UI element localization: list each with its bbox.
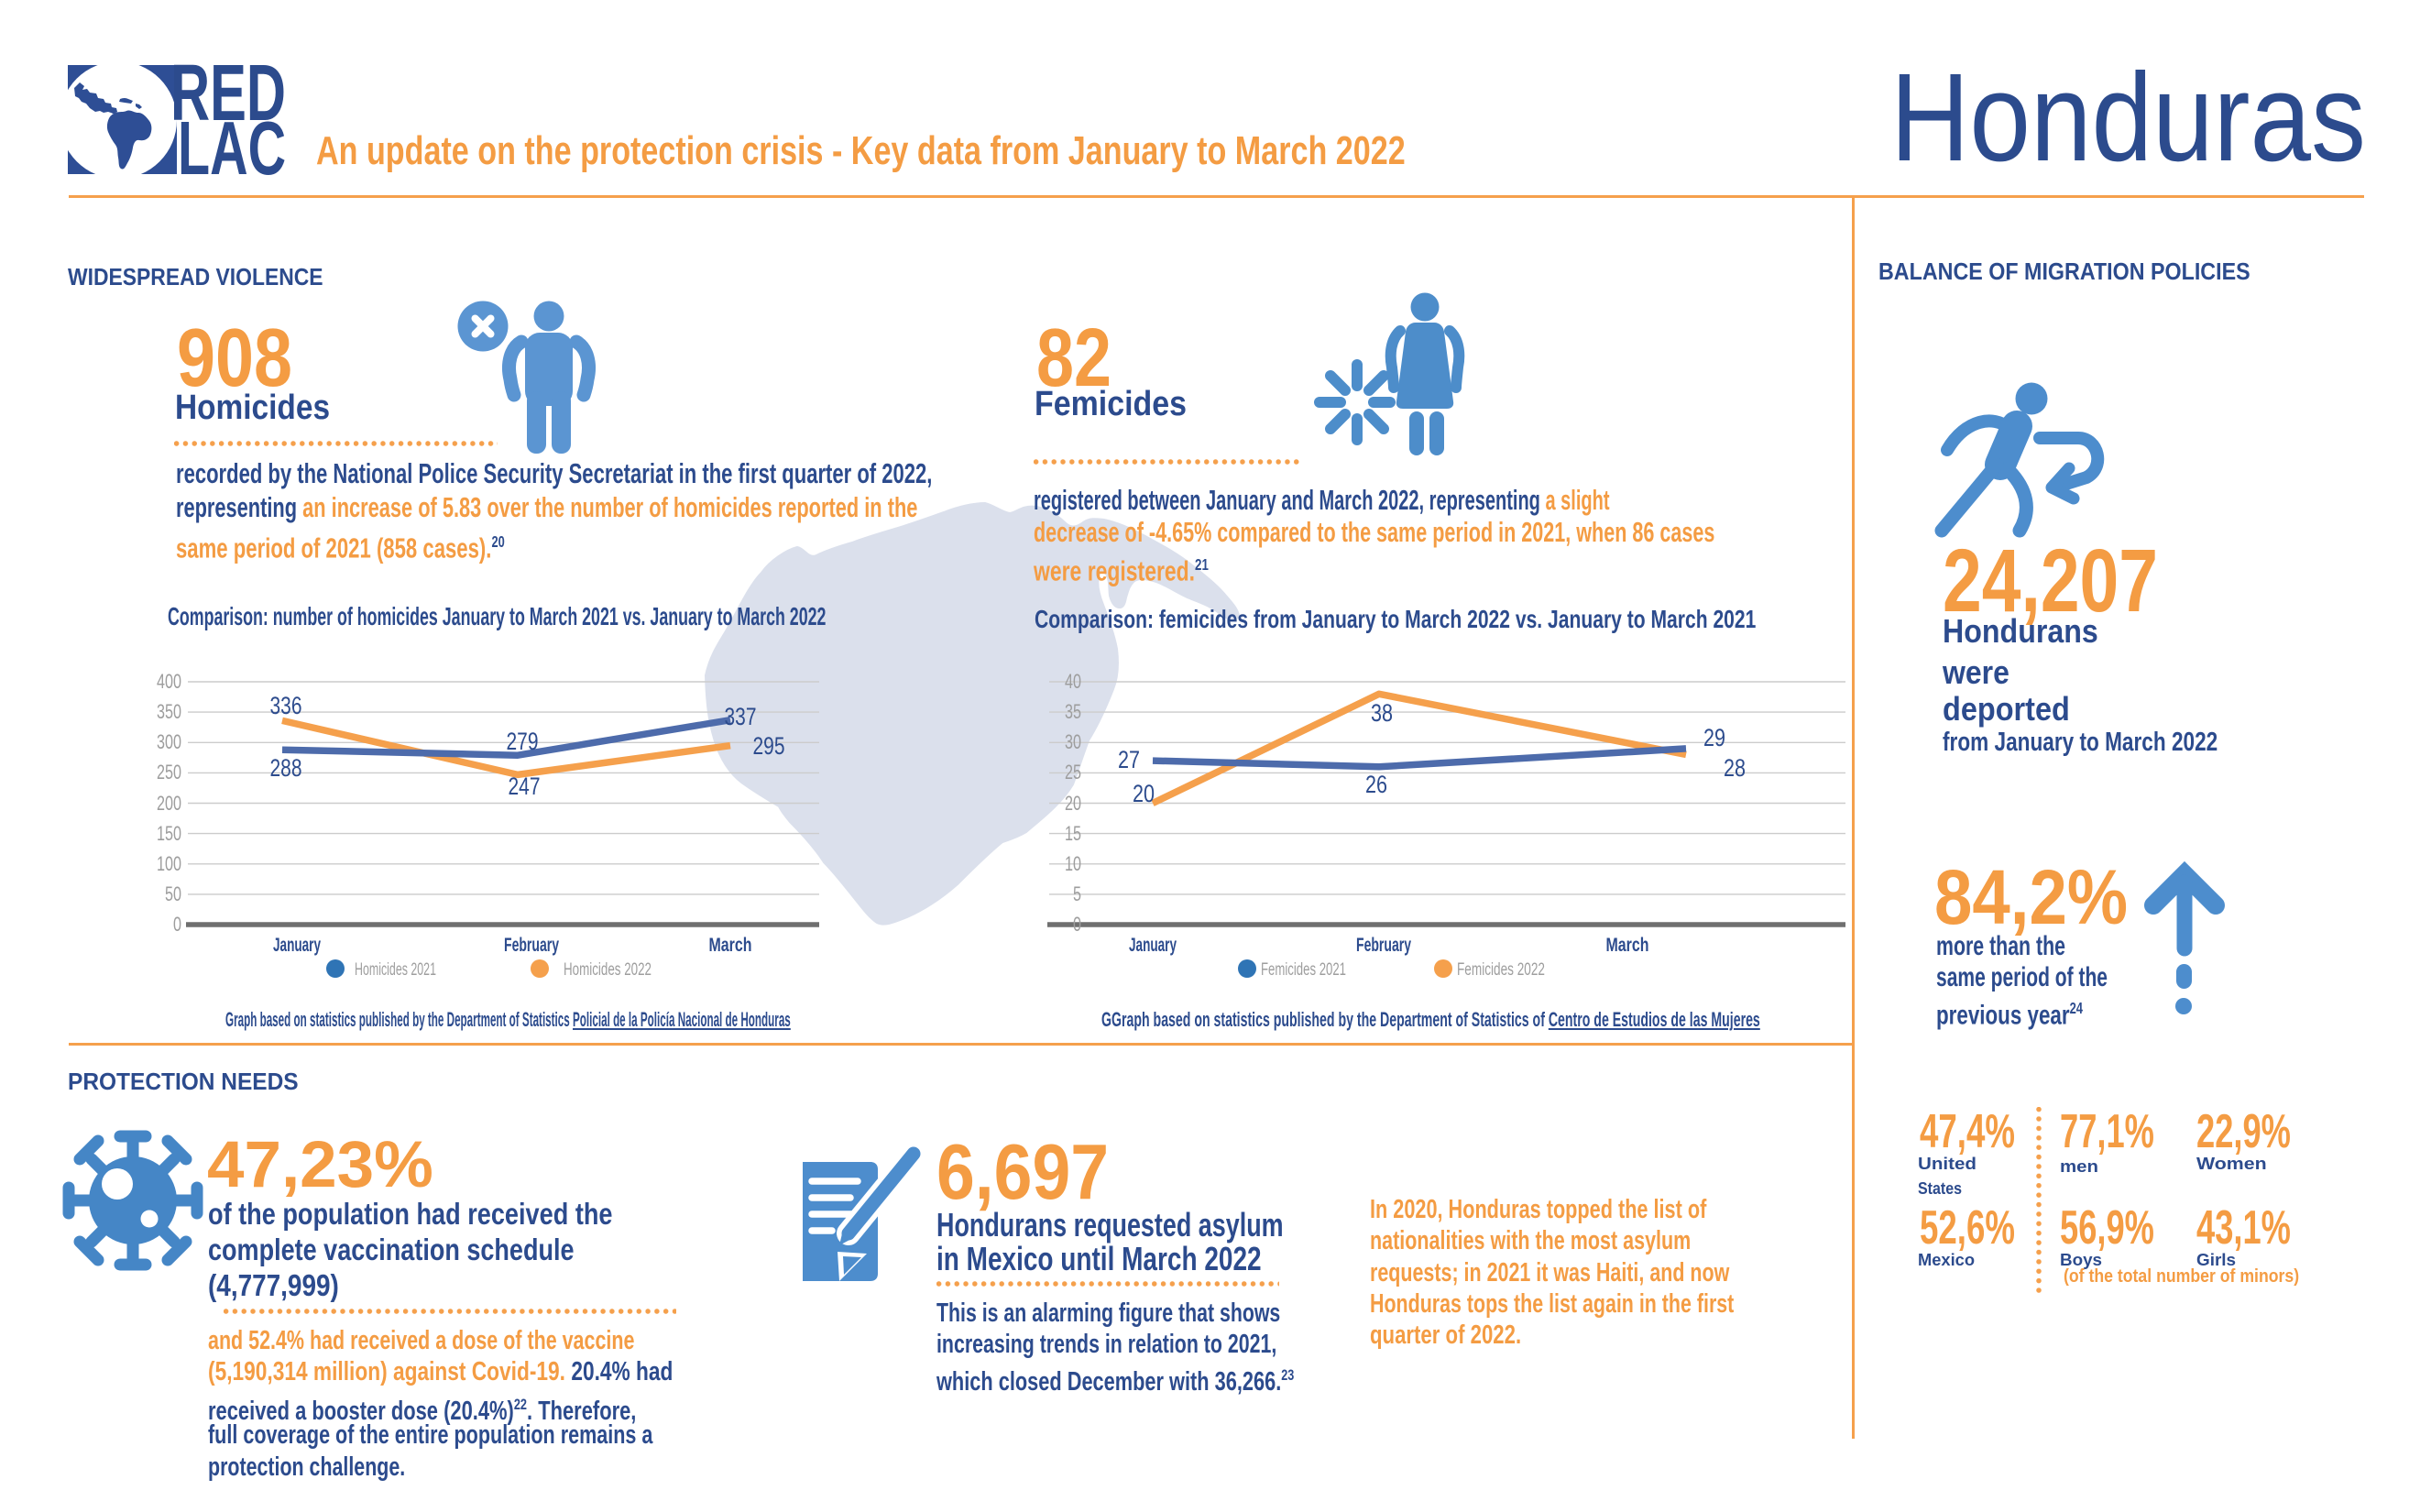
svg-text:300: 300 [157, 730, 181, 753]
svg-text:10: 10 [1065, 852, 1081, 875]
svg-text:February: February [1356, 935, 1411, 956]
svg-text:January: January [273, 935, 321, 956]
svg-text:100: 100 [157, 852, 181, 875]
svg-text:March: March [709, 935, 752, 956]
svg-text:247: 247 [509, 772, 541, 800]
svg-text:Homicides 2022: Homicides 2022 [564, 960, 652, 980]
svg-text:350: 350 [157, 700, 181, 723]
svg-text:Femicides 2022: Femicides 2022 [1457, 960, 1545, 980]
svg-text:400: 400 [157, 670, 181, 693]
svg-text:35: 35 [1065, 700, 1081, 723]
svg-text:0: 0 [1073, 913, 1081, 936]
svg-text:38: 38 [1371, 699, 1393, 727]
svg-text:0: 0 [173, 913, 181, 936]
svg-text:295: 295 [753, 732, 785, 760]
svg-text:15: 15 [1065, 822, 1081, 845]
svg-text:279: 279 [507, 728, 539, 755]
svg-text:26: 26 [1365, 771, 1387, 798]
svg-text:337: 337 [725, 703, 757, 730]
svg-text:25: 25 [1065, 761, 1081, 783]
svg-text:20: 20 [1133, 780, 1155, 807]
svg-text:27: 27 [1118, 746, 1140, 773]
svg-text:250: 250 [157, 761, 181, 783]
svg-text:28: 28 [1724, 754, 1746, 782]
svg-text:40: 40 [1065, 670, 1081, 693]
svg-text:29: 29 [1703, 724, 1725, 751]
svg-text:336: 336 [270, 692, 302, 719]
svg-text:5: 5 [1073, 882, 1081, 905]
svg-text:288: 288 [270, 754, 302, 782]
svg-text:30: 30 [1065, 730, 1081, 753]
svg-text:January: January [1129, 935, 1177, 956]
svg-text:Femicides 2021: Femicides 2021 [1261, 960, 1346, 980]
svg-text:200: 200 [157, 792, 181, 815]
svg-text:February: February [504, 935, 559, 956]
svg-text:150: 150 [157, 822, 181, 845]
svg-text:50: 50 [165, 882, 181, 905]
svg-text:20: 20 [1065, 792, 1081, 815]
svg-text:March: March [1606, 935, 1649, 956]
svg-text:Homicides 2021: Homicides 2021 [355, 960, 436, 980]
